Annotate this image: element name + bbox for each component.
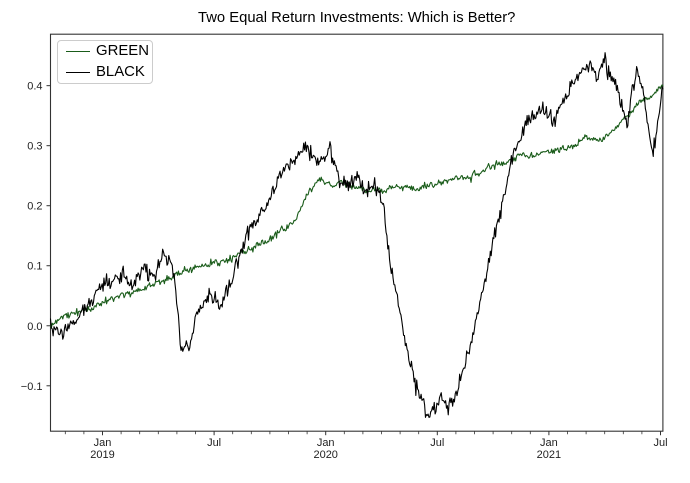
svg-text:0.1: 0.1 (27, 261, 42, 273)
svg-text:2020: 2020 (313, 449, 337, 461)
svg-text:Jul: Jul (653, 437, 667, 449)
svg-text:0.0: 0.0 (27, 321, 42, 333)
svg-text:0.2: 0.2 (27, 201, 42, 213)
svg-text:Jan: Jan (94, 437, 112, 449)
svg-text:Jan: Jan (540, 437, 558, 449)
svg-text:Jan: Jan (317, 437, 335, 449)
svg-text:−0.1: −0.1 (21, 381, 43, 393)
svg-text:Jul: Jul (207, 437, 221, 449)
svg-text:0.4: 0.4 (27, 81, 42, 93)
svg-text:0.3: 0.3 (27, 141, 42, 153)
svg-text:Jul: Jul (430, 437, 444, 449)
svg-text:2019: 2019 (90, 449, 114, 461)
svg-text:2021: 2021 (537, 449, 561, 461)
